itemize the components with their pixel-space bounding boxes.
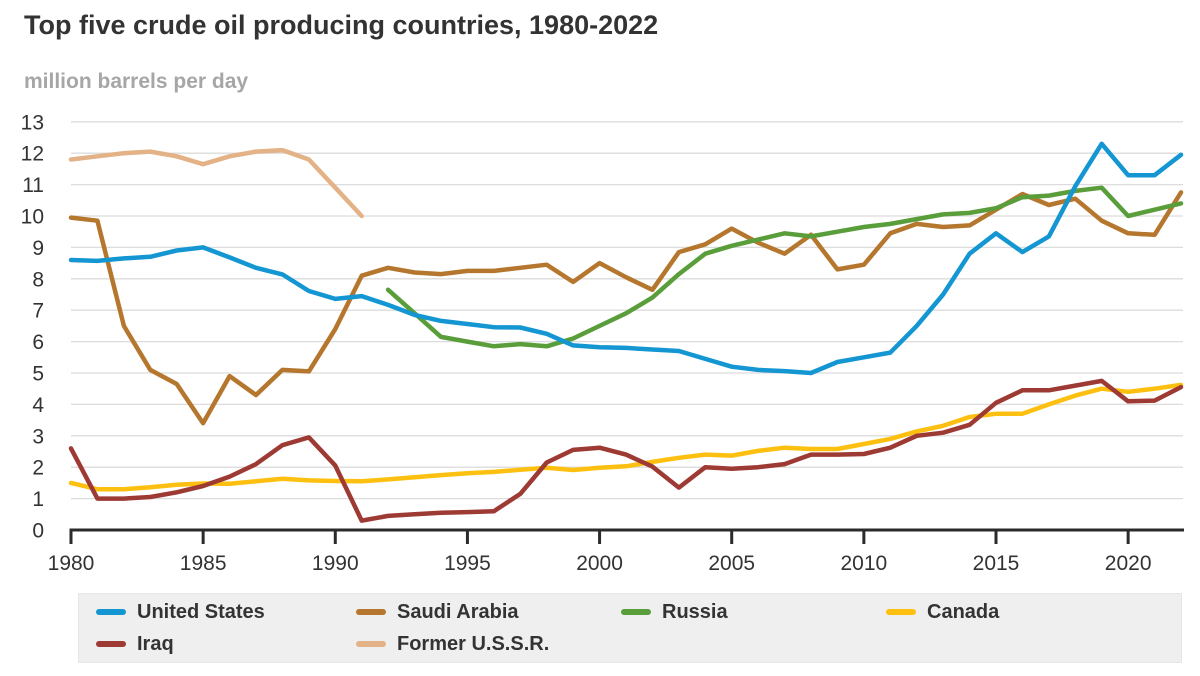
legend-label: Canada bbox=[927, 600, 1000, 623]
legend-label: Former U.S.S.R. bbox=[397, 632, 550, 655]
svg-text:9: 9 bbox=[32, 237, 44, 260]
svg-text:3: 3 bbox=[32, 425, 44, 448]
svg-text:2: 2 bbox=[32, 457, 44, 480]
legend-item-russia: Russia bbox=[621, 598, 886, 626]
svg-text:1: 1 bbox=[32, 488, 44, 511]
united-states-line-swatch bbox=[96, 609, 126, 615]
chart-legend: United States Saudi Arabia Russia Canada… bbox=[78, 593, 1182, 663]
svg-text:8: 8 bbox=[32, 268, 44, 291]
svg-text:1985: 1985 bbox=[180, 552, 227, 575]
legend-item-united-states: United States bbox=[96, 598, 356, 626]
russia-line-swatch bbox=[621, 609, 651, 615]
chart-units-subtitle: million barrels per day bbox=[24, 70, 249, 93]
legend-item-canada: Canada bbox=[886, 598, 1181, 626]
svg-text:4: 4 bbox=[32, 394, 44, 417]
canada-line-swatch bbox=[886, 609, 916, 615]
svg-text:13: 13 bbox=[21, 111, 44, 134]
former-ussr-line-swatch bbox=[356, 641, 386, 647]
svg-text:11: 11 bbox=[22, 174, 44, 197]
svg-text:5: 5 bbox=[32, 363, 44, 386]
legend-label: Iraq bbox=[137, 632, 174, 655]
svg-text:2020: 2020 bbox=[1105, 552, 1152, 575]
svg-text:0: 0 bbox=[32, 520, 44, 543]
svg-text:1990: 1990 bbox=[312, 552, 359, 575]
svg-text:10: 10 bbox=[21, 206, 44, 229]
saudi-arabia-line-swatch bbox=[356, 609, 386, 615]
svg-text:1995: 1995 bbox=[444, 552, 491, 575]
svg-text:7: 7 bbox=[32, 300, 44, 323]
legend-label: Russia bbox=[662, 600, 728, 623]
svg-text:2005: 2005 bbox=[708, 552, 755, 575]
legend-label: Saudi Arabia bbox=[397, 600, 519, 623]
svg-text:2000: 2000 bbox=[576, 552, 623, 575]
svg-text:2010: 2010 bbox=[840, 552, 887, 575]
iraq-line-swatch bbox=[96, 641, 126, 647]
legend-label: United States bbox=[137, 600, 265, 623]
chart-title: Top five crude oil producing countries, … bbox=[24, 10, 659, 40]
svg-text:1980: 1980 bbox=[48, 552, 95, 575]
svg-text:12: 12 bbox=[21, 143, 44, 166]
svg-text:6: 6 bbox=[32, 331, 44, 354]
svg-text:2015: 2015 bbox=[973, 552, 1020, 575]
legend-item-saudi-arabia: Saudi Arabia bbox=[356, 598, 621, 626]
legend-item-iraq: Iraq bbox=[96, 630, 356, 658]
legend-item-former-ussr: Former U.S.S.R. bbox=[356, 630, 621, 658]
